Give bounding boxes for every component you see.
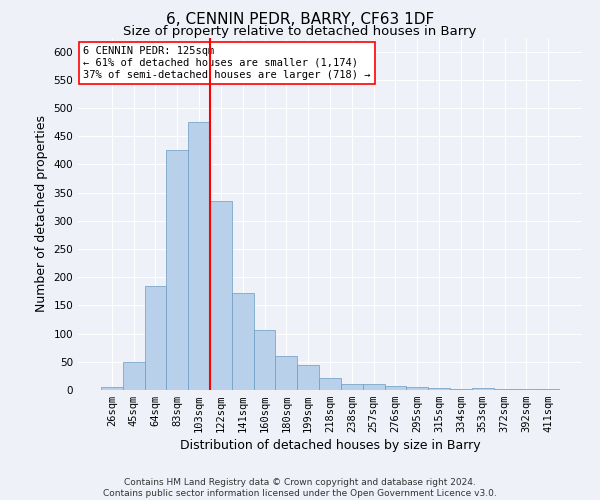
Text: Contains HM Land Registry data © Crown copyright and database right 2024.
Contai: Contains HM Land Registry data © Crown c… [103,478,497,498]
Bar [450,389,472,390]
X-axis label: Distribution of detached houses by size in Barry: Distribution of detached houses by size … [179,440,481,452]
Bar [145,286,166,390]
Bar [406,387,428,390]
Bar [275,356,297,390]
Text: 6, CENNIN PEDR, BARRY, CF63 1DF: 6, CENNIN PEDR, BARRY, CF63 1DF [166,12,434,28]
Bar [494,389,515,390]
Bar [363,384,385,390]
Bar [123,362,145,390]
Bar [101,387,123,390]
Text: Size of property relative to detached houses in Barry: Size of property relative to detached ho… [124,25,476,38]
Bar [428,388,450,390]
Y-axis label: Number of detached properties: Number of detached properties [35,116,48,312]
Bar [472,388,494,390]
Bar [319,378,341,390]
Bar [385,386,406,390]
Bar [341,384,363,390]
Bar [166,150,188,390]
Text: 6 CENNIN PEDR: 125sqm
← 61% of detached houses are smaller (1,174)
37% of semi-d: 6 CENNIN PEDR: 125sqm ← 61% of detached … [83,46,371,80]
Bar [210,201,232,390]
Bar [188,122,210,390]
Bar [232,293,254,390]
Bar [254,330,275,390]
Bar [297,365,319,390]
Bar [537,389,559,390]
